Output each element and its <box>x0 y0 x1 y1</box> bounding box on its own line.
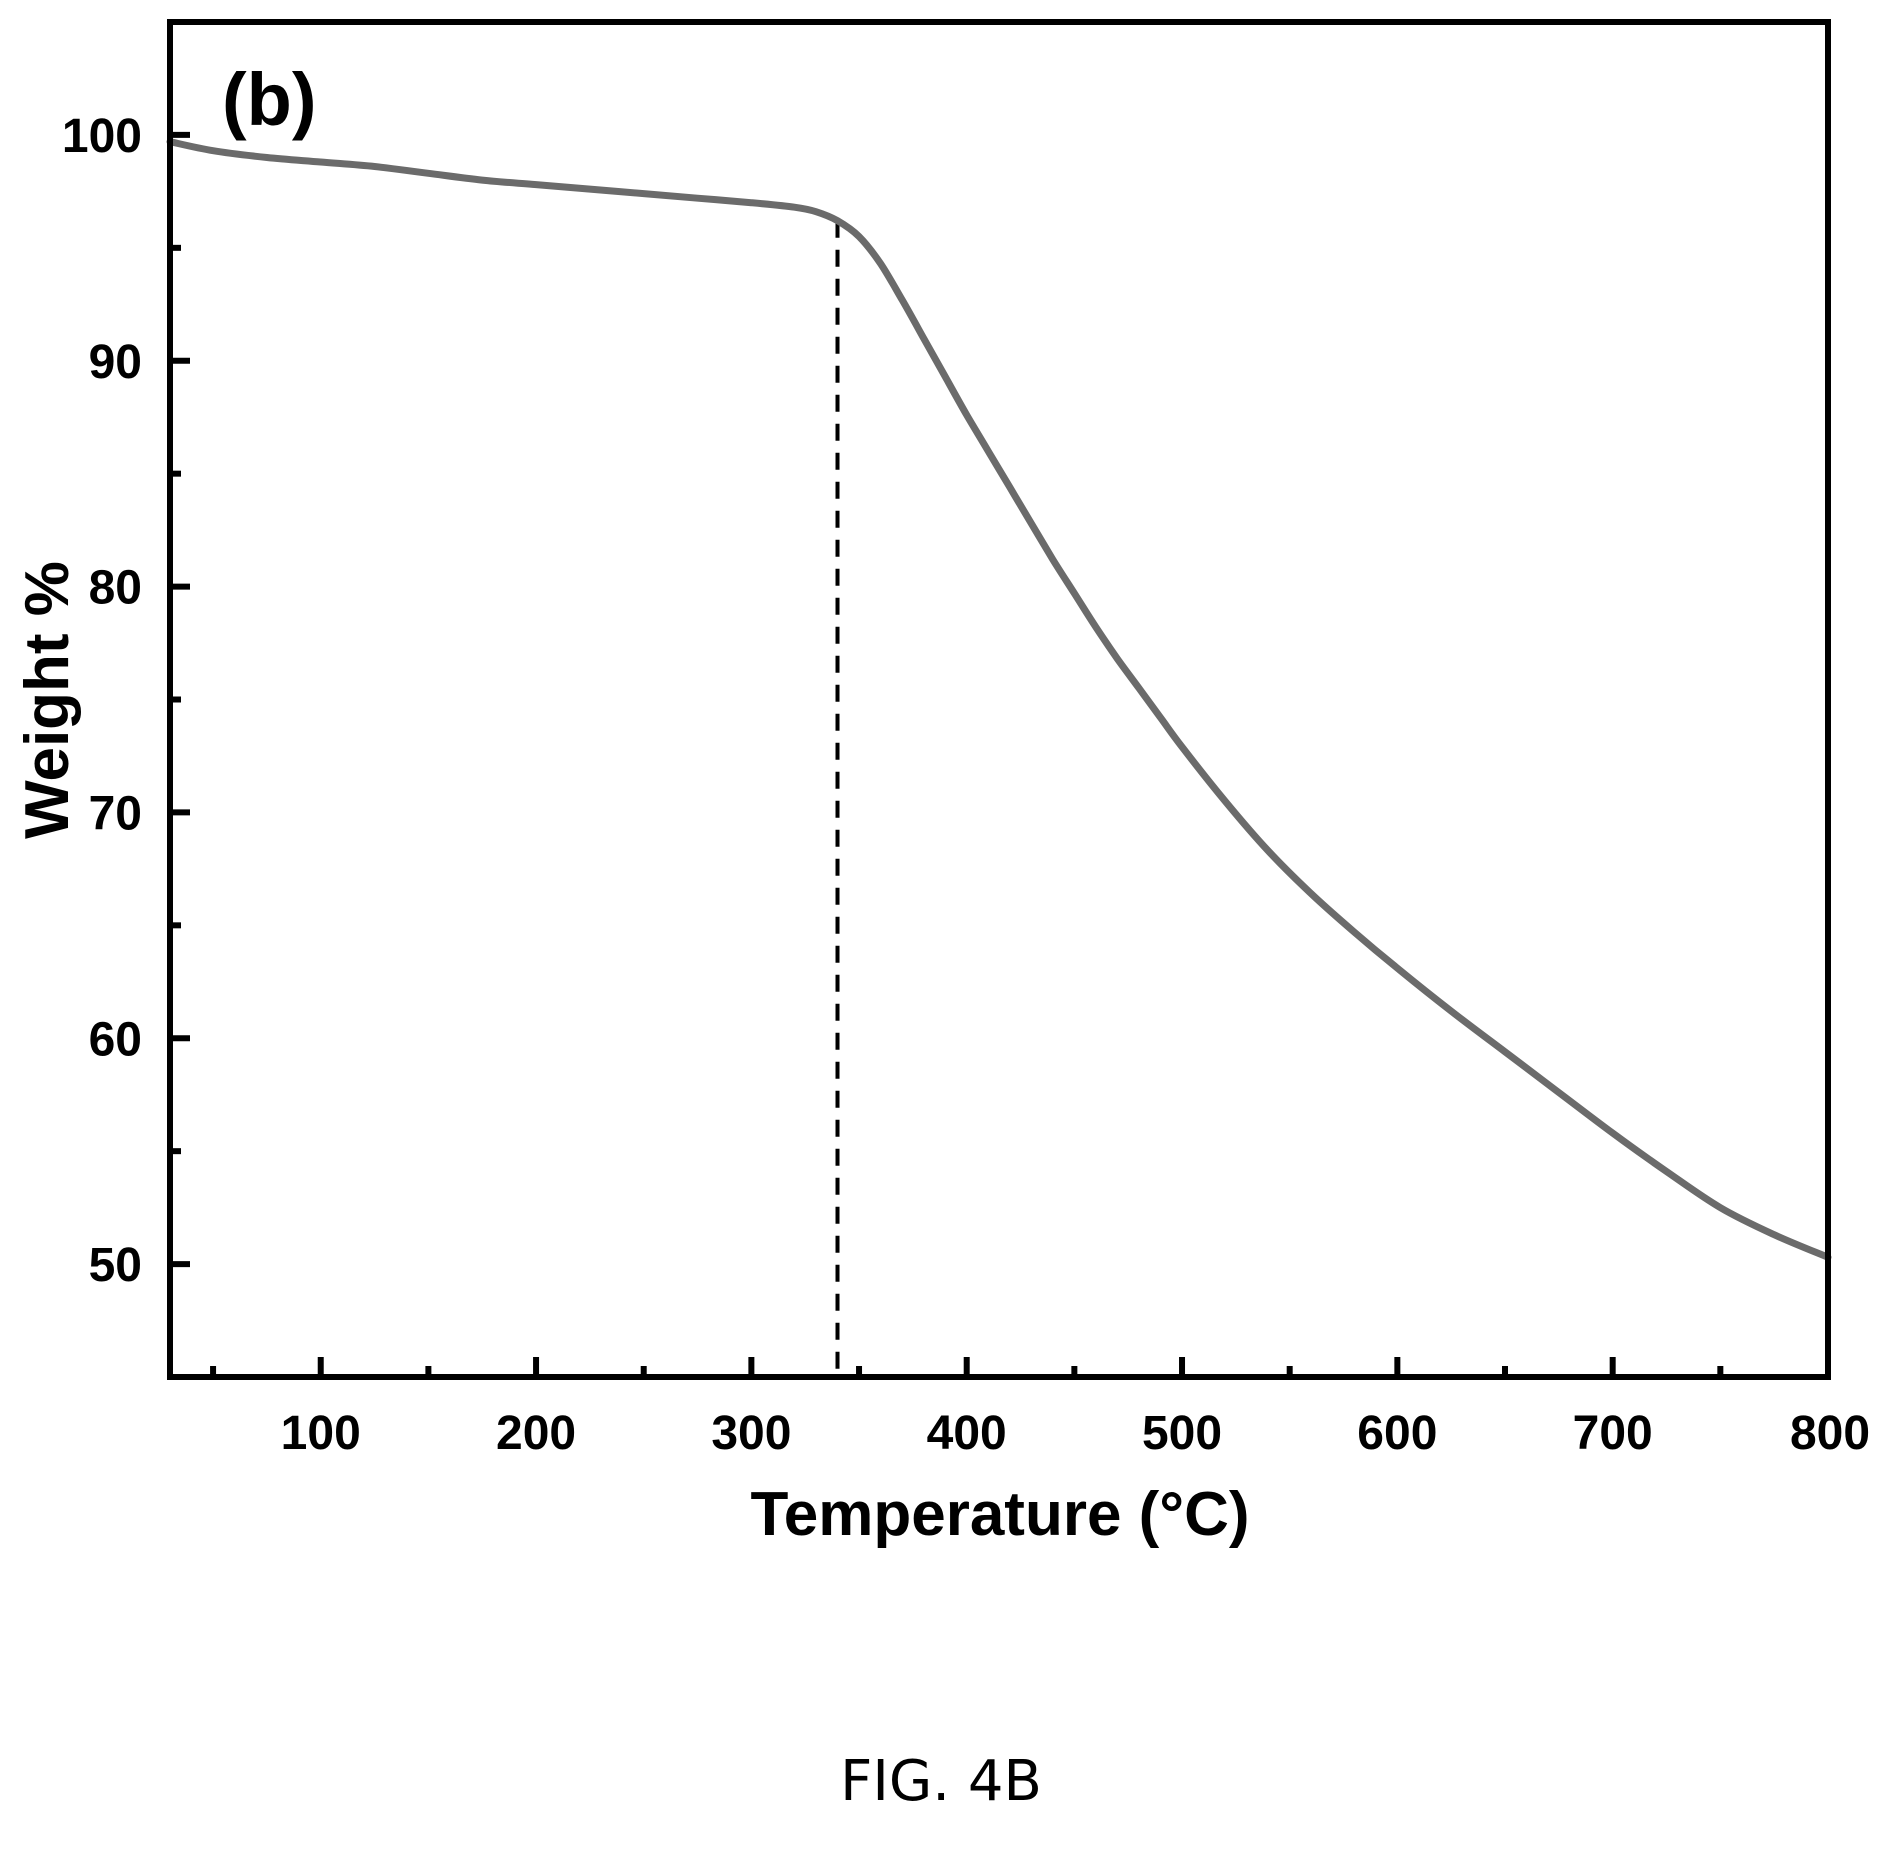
y-tick-label: 50 <box>89 1239 142 1292</box>
plot-frame <box>167 19 1831 1380</box>
panel-label: (b) <box>222 58 317 141</box>
x-tick-label: 200 <box>496 1407 576 1460</box>
axis-tick-labels: 100 200 300 400 500 600 700 800 50 60 70 80 90 100 <box>62 110 1870 1460</box>
y-tick-label: 100 <box>62 110 142 163</box>
figure-caption: FIG. 4B <box>840 1749 1042 1814</box>
y-axis-title: Weight % <box>13 561 82 839</box>
y-tick-label: 70 <box>89 787 142 840</box>
x-axis-title: Temperature (°C) <box>750 1480 1249 1549</box>
x-tick-label: 800 <box>1790 1407 1870 1460</box>
x-tick-label: 700 <box>1573 1407 1653 1460</box>
x-tick-label: 100 <box>281 1407 361 1460</box>
x-tick-label: 400 <box>927 1407 1007 1460</box>
x-tick-label: 600 <box>1357 1407 1437 1460</box>
x-tick-label: 300 <box>711 1407 791 1460</box>
y-tick-label: 60 <box>89 1013 142 1066</box>
y-tick-label: 90 <box>89 336 142 389</box>
axis-ticks <box>170 131 1831 1377</box>
x-tick-label: 500 <box>1142 1407 1222 1460</box>
weight-curve <box>166 138 1832 1261</box>
y-tick-label: 80 <box>89 562 142 615</box>
